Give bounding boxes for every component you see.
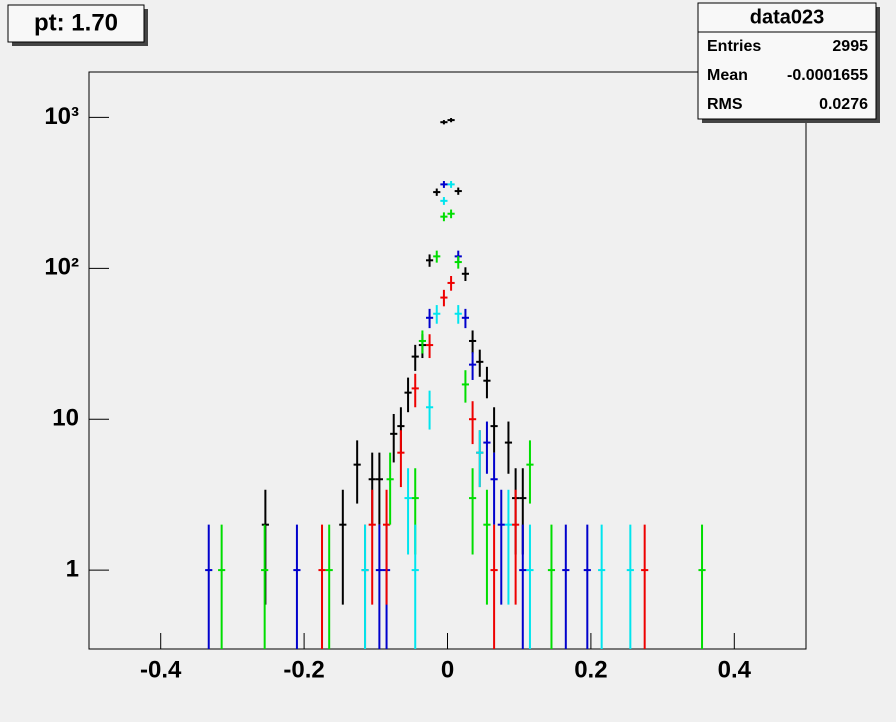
y-tick-label: 10³: [44, 103, 79, 130]
data-point: [440, 212, 448, 222]
data-point: [447, 275, 455, 291]
data-point: [476, 430, 484, 488]
data-point: [375, 452, 383, 525]
data-point: [411, 373, 419, 408]
y-tick-label: 10: [52, 405, 79, 432]
y-tick-label: 1: [66, 555, 79, 582]
data-point: [483, 421, 491, 474]
data-point: [386, 452, 394, 525]
y-tick-label: 10²: [44, 254, 79, 281]
data-point: [490, 407, 498, 453]
data-point: [512, 489, 520, 605]
data-point: [469, 352, 477, 380]
data-point: [504, 421, 513, 474]
data-point: [490, 524, 498, 649]
data-point: [361, 524, 369, 649]
data-point: [353, 440, 361, 504]
stats-value: -0.0001655: [787, 67, 868, 84]
data-point: [293, 524, 301, 649]
data-point: [469, 468, 477, 555]
stats-box: [697, 2, 877, 120]
title-box: [7, 4, 145, 43]
data-point: [397, 430, 405, 488]
data-point: [454, 256, 462, 269]
data-point: [261, 524, 269, 649]
x-tick-label: -0.4: [140, 656, 182, 683]
data-point: [454, 187, 462, 195]
data-point: [425, 308, 434, 329]
data-point: [425, 390, 434, 430]
data-point: [504, 489, 513, 605]
stats-value: 2995: [832, 38, 868, 55]
data-point: [447, 209, 455, 219]
data-point: [382, 489, 391, 605]
data-point: [440, 120, 448, 125]
data-point: [626, 524, 634, 649]
data-point: [433, 250, 441, 263]
data-point: [218, 524, 226, 649]
data-point: [461, 370, 470, 403]
stats-label: Mean: [707, 67, 748, 84]
data-point: [490, 452, 498, 525]
data-point: [519, 524, 527, 649]
data-point: [433, 188, 441, 196]
data-point: [339, 489, 347, 605]
data-point: [375, 524, 383, 649]
stats-label: Entries: [707, 38, 761, 55]
data-point: [440, 197, 448, 205]
data-point: [526, 524, 534, 649]
data-point: [425, 254, 434, 267]
data-point: [469, 401, 477, 445]
x-tick-label: -0.2: [283, 656, 324, 683]
data-point: [418, 330, 426, 354]
data-point: [483, 366, 491, 399]
data-point: [547, 524, 556, 649]
data-point: [411, 344, 419, 371]
data-point: [461, 308, 470, 329]
data-point: [368, 489, 376, 605]
data-point: [483, 489, 491, 605]
data-point: [447, 118, 455, 123]
data-point: [454, 305, 462, 324]
data-point: [325, 524, 333, 649]
stats-label: RMS: [707, 96, 743, 113]
stats-title: data023: [750, 6, 825, 28]
data-point: [318, 524, 326, 649]
data-point: [447, 181, 455, 188]
data-point: [598, 524, 606, 649]
data-point: [641, 524, 649, 649]
stats-value: 0.0276: [819, 96, 868, 113]
data-point: [698, 524, 706, 649]
data-point: [205, 524, 213, 649]
data-point: [404, 377, 412, 413]
data-point: [425, 334, 434, 359]
data-point: [526, 440, 534, 504]
data-point: [440, 181, 448, 188]
data-point: [390, 413, 398, 463]
data-point: [497, 489, 505, 605]
data-point: [476, 349, 484, 377]
data-point: [433, 305, 441, 324]
chart-title: pt: 1.70: [34, 9, 118, 36]
data-point: [469, 330, 477, 354]
data-point: [411, 524, 419, 649]
data-point: [440, 289, 448, 307]
x-tick-label: 0.2: [574, 656, 607, 683]
data-point: [461, 267, 470, 281]
data-point: [404, 468, 412, 555]
data-point: [562, 524, 570, 649]
data-point: [583, 524, 591, 649]
x-tick-label: 0: [441, 656, 454, 683]
x-tick-label: 0.4: [718, 656, 752, 683]
